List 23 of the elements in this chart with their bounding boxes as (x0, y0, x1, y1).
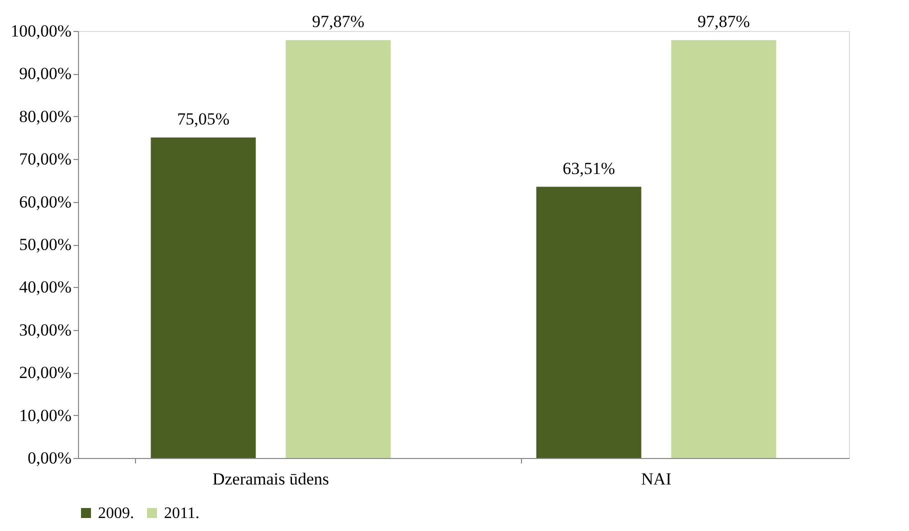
y-tick-label: 70,00% (19, 150, 72, 169)
x-tick-label: Dzeramais ūdens (212, 470, 330, 488)
y-tick-label: 100,00% (10, 22, 72, 40)
y-tick-label: 90,00% (19, 64, 72, 84)
data-label: 97,87% (698, 12, 750, 32)
y-tick-label: 0,00% (28, 448, 72, 468)
y-tick-label: 10,00% (19, 406, 72, 425)
bar (150, 138, 256, 458)
x-tick-label: NAI (641, 470, 672, 488)
data-label: 75,05% (177, 110, 230, 129)
legend-label: 2009. (98, 505, 134, 522)
bar (671, 40, 776, 458)
legend-label: 2011. (164, 505, 200, 522)
bar (286, 40, 391, 458)
y-tick-label: 40,00% (19, 278, 72, 297)
y-tick-label: 80,00% (19, 106, 72, 126)
y-tick-label: 60,00% (19, 192, 72, 212)
y-tick-label: 20,00% (19, 363, 72, 382)
data-label: 63,51% (562, 158, 615, 178)
y-tick-label: 50,00% (19, 235, 72, 254)
y-tick-label: 30,00% (19, 320, 72, 340)
data-label: 97,87% (312, 12, 364, 32)
bar (536, 186, 642, 458)
